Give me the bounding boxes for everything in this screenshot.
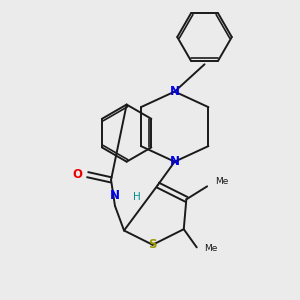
Text: N: N — [170, 155, 180, 168]
Text: O: O — [73, 168, 82, 181]
Text: Me: Me — [205, 244, 218, 253]
Text: H: H — [133, 192, 141, 202]
Text: Me: Me — [215, 177, 228, 186]
Text: S: S — [148, 238, 157, 251]
Text: N: N — [110, 189, 120, 202]
Text: N: N — [170, 85, 180, 98]
